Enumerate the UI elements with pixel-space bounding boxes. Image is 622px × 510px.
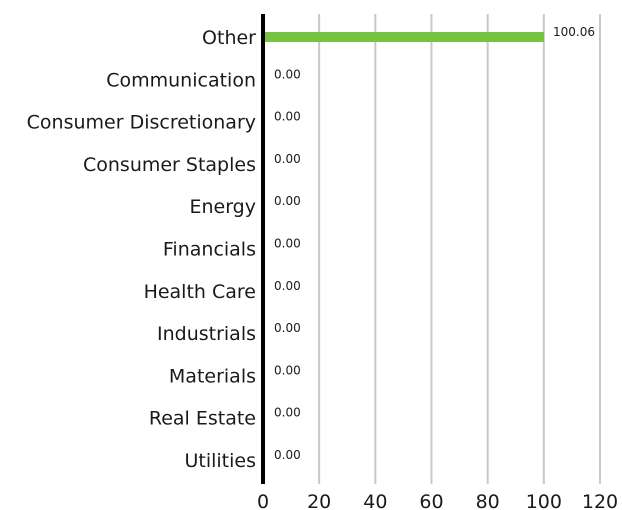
category-label: Financials bbox=[163, 239, 256, 261]
value-label: 0.00 bbox=[274, 363, 301, 377]
category-label: Other bbox=[202, 27, 256, 49]
value-label: 0.00 bbox=[274, 152, 301, 166]
category-label: Materials bbox=[169, 365, 256, 387]
value-label: 0.00 bbox=[274, 406, 301, 420]
value-label: 100.06 bbox=[553, 25, 595, 39]
x-tick-label: 0 bbox=[257, 491, 269, 510]
bars bbox=[263, 32, 545, 42]
value-label: 0.00 bbox=[274, 67, 301, 81]
category-label: Utilities bbox=[184, 450, 256, 472]
category-label: Communication bbox=[106, 69, 256, 91]
value-label: 0.00 bbox=[274, 321, 301, 335]
category-label: Consumer Staples bbox=[83, 154, 256, 176]
category-labels: Other Communication Consumer Discretionary… bbox=[27, 27, 257, 472]
x-tick-label: 100 bbox=[526, 491, 562, 510]
value-label: 0.00 bbox=[274, 110, 301, 124]
bar bbox=[263, 32, 545, 42]
value-label: 0.00 bbox=[274, 279, 301, 293]
x-tick-label: 40 bbox=[363, 491, 387, 510]
gridlines bbox=[318, 14, 601, 484]
x-tick-label: 60 bbox=[419, 491, 443, 510]
x-tick-label: 80 bbox=[476, 491, 500, 510]
x-tick-labels: 0 20 40 60 80 100 120 bbox=[257, 491, 618, 510]
category-label: Health Care bbox=[144, 281, 256, 303]
value-label: 0.00 bbox=[274, 237, 301, 251]
category-label: Consumer Discretionary bbox=[27, 112, 256, 134]
category-label: Industrials bbox=[157, 323, 256, 345]
category-label: Energy bbox=[189, 196, 256, 218]
value-labels: 100.06 0.00 0.00 0.00 0.00 0.00 0.00 0.00 0.00 0.… bbox=[274, 25, 595, 462]
value-label: 0.00 bbox=[274, 448, 301, 462]
x-tick-label: 120 bbox=[582, 491, 618, 510]
value-label: 0.00 bbox=[274, 194, 301, 208]
x-tick-label: 20 bbox=[307, 491, 331, 510]
category-label: Real Estate bbox=[149, 408, 256, 430]
